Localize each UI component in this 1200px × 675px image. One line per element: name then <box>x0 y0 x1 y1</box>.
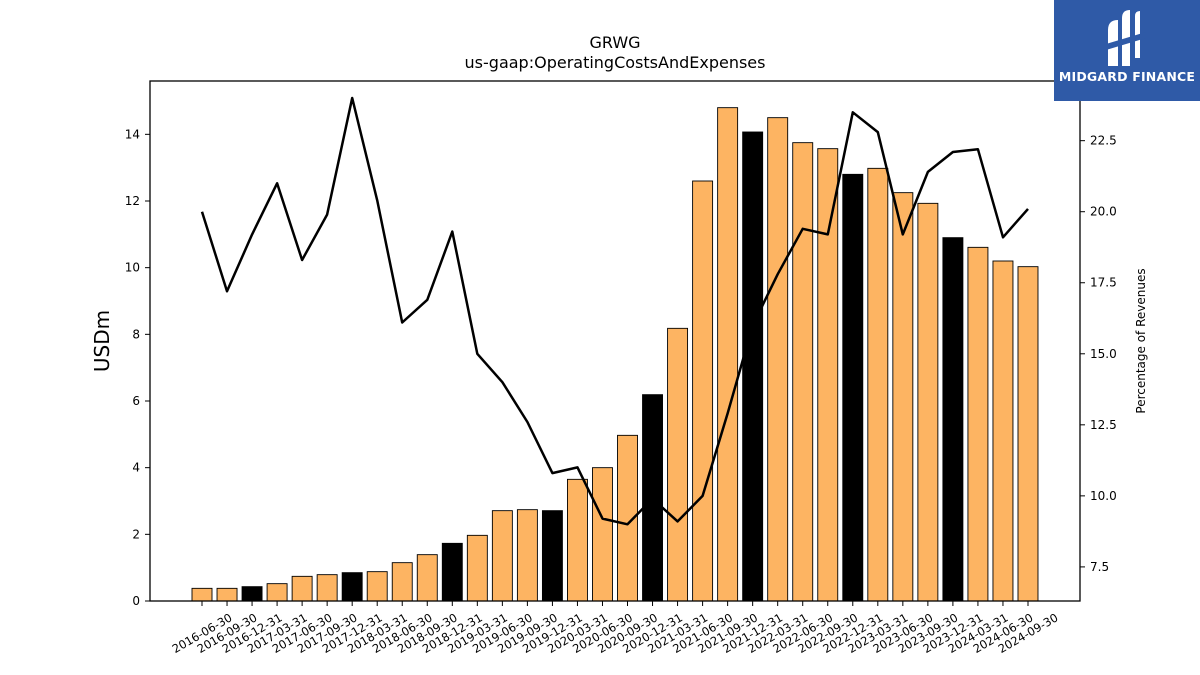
bar-2018-03-31 <box>366 571 388 602</box>
bar-2019-03-31 <box>466 534 488 602</box>
y2-tick-label: 12.5 <box>1090 418 1117 432</box>
bar-2024-09-30 <box>1017 266 1039 602</box>
bar-2020-06-30 <box>592 467 613 602</box>
y-tick-label: 6 <box>132 394 140 408</box>
bar-2021-09-30 <box>717 107 739 602</box>
y2-tick-label: 10.0 <box>1090 489 1117 503</box>
y-tick-label: 14 <box>125 127 140 141</box>
bar-2019-12-31 <box>541 510 563 602</box>
bar-2016-09-30 <box>216 587 238 602</box>
y2-tick-label: 7.5 <box>1090 560 1109 574</box>
bar-2023-12-31 <box>942 237 964 602</box>
bar-2016-06-30 <box>191 587 213 602</box>
bar-2017-09-30 <box>316 574 338 602</box>
bar-2018-09-30 <box>416 554 438 602</box>
bar-2022-03-31 <box>767 117 789 602</box>
bar-2021-06-30 <box>692 180 714 602</box>
y2-tick-label: 20.0 <box>1090 205 1117 219</box>
bar-2017-03-31 <box>266 583 288 602</box>
bar-2023-03-31 <box>867 167 889 602</box>
y-axis-left: 0 2 4 6 8 10 12 14 <box>125 127 150 608</box>
plot-frame <box>149 80 1081 602</box>
bar-2022-12-31 <box>842 173 864 602</box>
bar-2024-06-30 <box>992 260 1014 602</box>
y2-tick-label: 15.0 <box>1090 347 1117 361</box>
bar-2018-12-31 <box>441 542 463 602</box>
bar-2023-06-30 <box>892 192 914 602</box>
y-tick-label: 8 <box>132 327 140 341</box>
chart-subtitle: us-gaap:OperatingCostsAndExpenses <box>465 53 766 72</box>
bar-2021-03-31 <box>667 327 689 602</box>
line-series <box>200 96 1029 526</box>
logo-text: MIDGARD FINANCE <box>1058 69 1196 84</box>
bar-2017-12-31 <box>341 572 363 602</box>
y2-axis-label: Percentage of Revenues <box>1134 268 1148 413</box>
bar-2020-03-31 <box>567 478 588 602</box>
y-axis-label: USDm <box>90 310 114 372</box>
bar-2016-12-31 <box>241 586 263 602</box>
y2-tick-label: 17.5 <box>1090 276 1117 290</box>
x-axis: 2016-06-302016-09-302016-12-312017-03-31… <box>170 601 1060 656</box>
chart-title: GRWG <box>589 33 640 52</box>
bar-2022-09-30 <box>817 148 839 602</box>
bar-2022-06-30 <box>792 142 814 602</box>
y-tick-label: 0 <box>132 594 140 608</box>
bar-series <box>191 107 1039 602</box>
bar-2019-06-30 <box>491 510 513 602</box>
y-axis-right: 7.5 10.0 12.5 15.0 17.5 20.0 22.5 <box>1080 134 1117 574</box>
y-tick-label: 10 <box>125 261 140 275</box>
midgard-finance-logo: MIDGARD FINANCE <box>1054 0 1200 101</box>
percentage-line <box>200 96 1029 526</box>
y2-tick-label: 22.5 <box>1090 134 1117 148</box>
bar-2021-12-31 <box>742 131 764 602</box>
bar-2019-09-30 <box>516 509 538 602</box>
bar-2024-03-31 <box>967 246 989 602</box>
y-tick-label: 2 <box>132 527 140 541</box>
bar-2017-06-30 <box>291 575 313 602</box>
y-tick-label: 4 <box>132 461 140 475</box>
y-tick-label: 12 <box>125 194 140 208</box>
bar-2018-06-30 <box>391 562 413 602</box>
bar-2023-09-30 <box>917 202 939 602</box>
logo-mark-icon <box>1106 10 1146 66</box>
